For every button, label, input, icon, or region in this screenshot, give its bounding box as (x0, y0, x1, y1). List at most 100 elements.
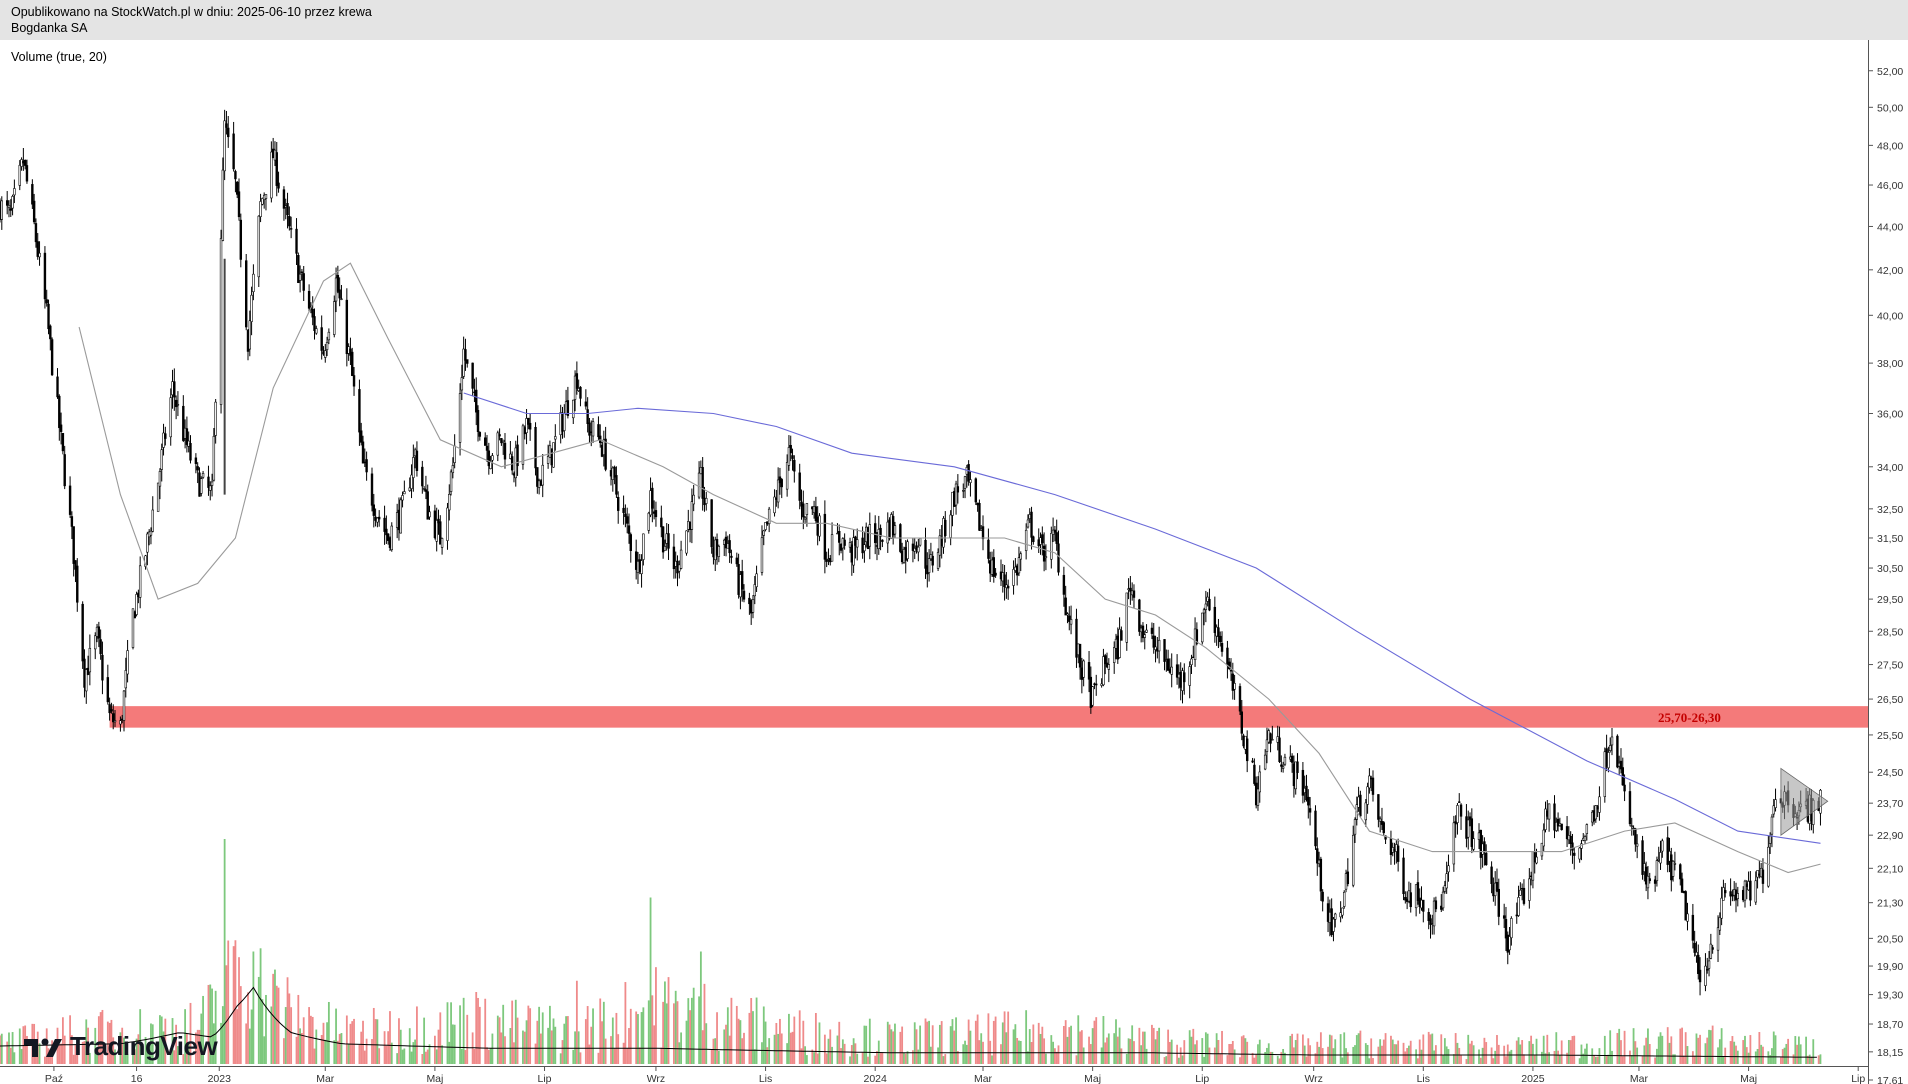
volume-bar (1544, 1053, 1547, 1064)
volume-bar (561, 1040, 564, 1064)
volume-bar (1805, 1036, 1807, 1064)
candle-body (1075, 618, 1078, 658)
volume-bar (151, 1024, 154, 1064)
candle-body (572, 399, 575, 419)
candle-body (1095, 683, 1098, 686)
volume-bar (171, 1018, 174, 1064)
volume-bar (613, 1048, 616, 1064)
volume-bar (899, 1031, 902, 1064)
volume-bar (1794, 1036, 1797, 1064)
candle-body (1770, 816, 1774, 835)
candle-body (1055, 532, 1058, 544)
candle-body (1044, 556, 1048, 559)
volume-bar (1717, 1047, 1719, 1064)
candle-body (956, 486, 960, 493)
candle-body (219, 238, 223, 405)
candle-body (627, 525, 631, 534)
volume-bar (928, 1020, 931, 1064)
candle-body (1041, 534, 1044, 544)
volume-bar (1681, 1027, 1683, 1064)
candle-body (1623, 784, 1626, 792)
candle-body (1208, 598, 1211, 611)
volume-bar (685, 1020, 688, 1064)
volume-bar (295, 1036, 298, 1064)
volume-bar (1346, 1052, 1349, 1064)
volume-bar (261, 999, 264, 1064)
volume-bar (1203, 1056, 1205, 1064)
candle-body (1233, 683, 1236, 690)
volume-bar (1251, 1052, 1254, 1064)
volume-bar (97, 1016, 100, 1064)
candle-body (672, 546, 676, 570)
candle-body (1066, 613, 1069, 616)
volume-bar (504, 1036, 506, 1064)
candle-body (1603, 751, 1607, 797)
candle-body (701, 467, 704, 499)
candle-body (58, 395, 61, 429)
candle-body (257, 215, 260, 278)
candle-body (122, 690, 126, 721)
candle-body (918, 537, 922, 546)
y-tick-label: 27,50 (1877, 660, 1903, 672)
volume-bar (572, 1049, 575, 1064)
candle-body (440, 538, 444, 548)
volume-bar (20, 1048, 23, 1064)
candle-body (365, 459, 368, 473)
volume-bar (692, 987, 695, 1064)
candle-body (917, 546, 920, 553)
candle-body (624, 513, 627, 517)
candle-body (1316, 848, 1319, 864)
volume-bar (441, 1045, 443, 1064)
candle-body (962, 490, 965, 492)
volume-bar (11, 1032, 14, 1064)
candle-body (1434, 900, 1438, 910)
volume-bar (944, 1054, 947, 1064)
volume-bar (1201, 1038, 1204, 1064)
candle-body (74, 560, 77, 570)
volume-bar (1364, 1043, 1367, 1064)
price-chart[interactable]: 52,00 50,00 48,00 46,00 44,00 42,00 40,00 38,00… (0, 40, 1908, 1084)
candle-body (1680, 878, 1684, 893)
candle-body (1768, 835, 1772, 844)
candle-body (1556, 818, 1560, 827)
candle-body (1468, 816, 1472, 820)
candle-body (210, 481, 214, 486)
candle-body (1102, 656, 1105, 686)
volume-bar (1179, 1047, 1182, 1064)
volume-bar (1359, 1030, 1362, 1064)
volume-bar (1217, 1039, 1220, 1064)
candle-body (1609, 745, 1612, 751)
volume-bar (265, 994, 267, 1064)
volume-bar (1585, 1043, 1588, 1064)
volume-bar (1131, 1025, 1134, 1064)
volume-bar (63, 1035, 66, 1064)
volume-bar (843, 1043, 846, 1064)
volume-bar (586, 1006, 589, 1064)
candle-body (1402, 857, 1405, 895)
volume-bar (299, 1028, 302, 1064)
volume-bar (1517, 1037, 1520, 1064)
volume-bar (676, 1001, 679, 1064)
x-tick-label: Mar (1630, 1073, 1649, 1084)
y-tick-label: 20,50 (1877, 933, 1903, 945)
volume-bar (1508, 1051, 1511, 1064)
volume-bar (1481, 1047, 1484, 1064)
candle-body (169, 397, 172, 438)
volume-bar (1115, 1019, 1117, 1064)
candle-body (863, 544, 866, 552)
x-tick-label: Lip (1851, 1073, 1865, 1084)
volume-bar (831, 1046, 833, 1064)
volume-bar (351, 1021, 354, 1064)
volume-bar (955, 1017, 957, 1064)
candle-body (352, 375, 356, 387)
candle-body (476, 409, 480, 432)
volume-bar (716, 1012, 718, 1064)
volume-bar (315, 1029, 318, 1064)
candle-body (1082, 660, 1085, 678)
candle-body (591, 421, 595, 437)
volume-bar (270, 1006, 273, 1064)
volume-bar (1194, 1044, 1196, 1064)
candle-body (340, 298, 343, 300)
candle-body (196, 466, 199, 471)
volume-bar (1797, 1036, 1800, 1064)
